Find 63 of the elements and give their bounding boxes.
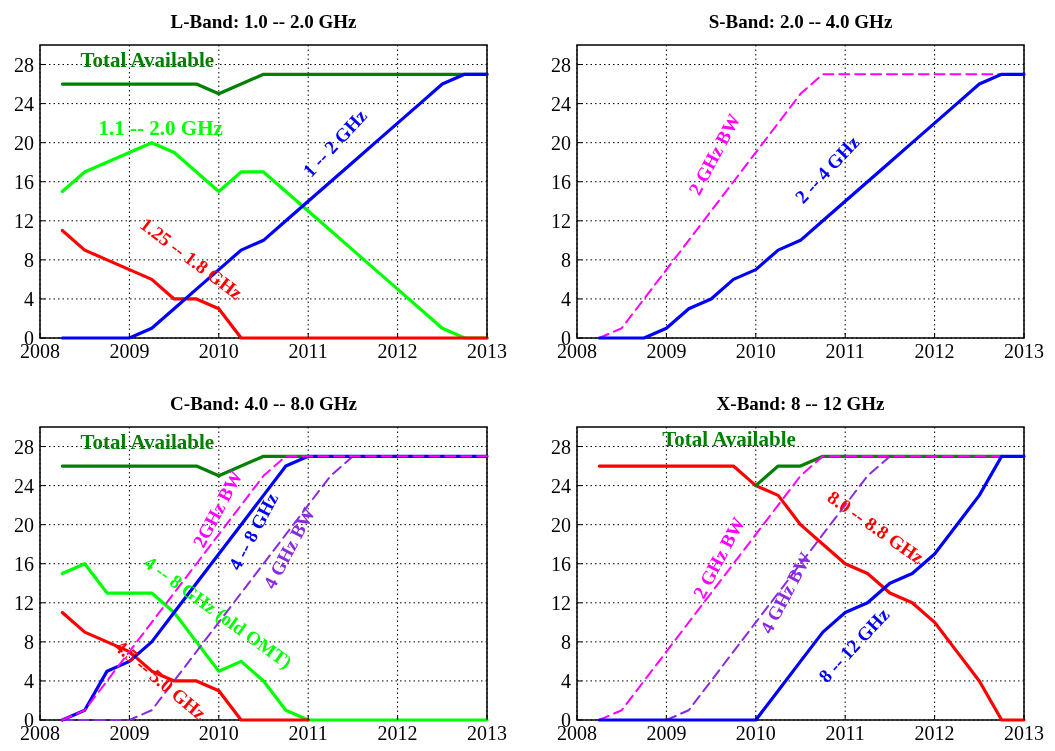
y-tick-label: 16 — [551, 552, 571, 575]
chart-title: C-Band: 4.0 -- 8.0 GHz — [170, 393, 358, 414]
x-tick-label: 2013 — [467, 340, 507, 362]
x-tick-label: 2013 — [467, 722, 507, 744]
y-tick-label: 8 — [24, 630, 34, 653]
x-tick-label: 2011 — [288, 722, 328, 744]
x-tick-label: 2013 — [1004, 722, 1044, 744]
series-label: Total Available — [80, 48, 215, 73]
text: 1.25 -- 1.8 GHz — [136, 213, 247, 304]
x-tick-label: 2009 — [109, 722, 150, 744]
text: 8 -- 12 GHz — [814, 603, 894, 687]
x-tick-label: 2010 — [198, 722, 239, 744]
y-tick-label: 4 — [561, 287, 571, 310]
x-tick-label: 2011 — [288, 340, 328, 362]
y-tick-label: 24 — [14, 474, 34, 497]
y-tick-label: 12 — [14, 591, 34, 614]
x-tick-label: 2012 — [914, 722, 955, 744]
x-tick-label: 2009 — [646, 340, 687, 362]
x-tick-label: 2009 — [646, 722, 687, 744]
text: 8.0 -- 8.8 GHz — [823, 486, 929, 569]
y-tick-label: 16 — [14, 170, 34, 193]
text: 2 GHz BW — [684, 110, 745, 199]
y-tick-label: 16 — [14, 552, 34, 575]
text: 2 -- 4 GHz — [790, 131, 864, 208]
y-tick-label: 4 — [24, 669, 34, 692]
y-tick-label: 24 — [551, 92, 571, 115]
y-tick-label: 20 — [14, 131, 34, 154]
y-tick-label: 20 — [14, 513, 34, 536]
chart-title: S-Band: 2.0 -- 4.0 GHz — [708, 11, 893, 32]
text: 2 GHz BW — [688, 513, 749, 602]
series-label: Total Available — [662, 426, 796, 451]
y-tick-label: 28 — [14, 435, 34, 458]
x-tick-label: 2013 — [1004, 340, 1044, 362]
x-tick-label: 2010 — [735, 340, 776, 362]
y-tick-label: 20 — [551, 131, 571, 154]
y-tick-label: 4 — [561, 669, 571, 692]
y-tick-label: 16 — [551, 170, 571, 193]
x-tick-label: 2009 — [109, 340, 150, 362]
chart-title: X-Band: 8 -- 12 GHz — [716, 393, 885, 414]
x-tick-label: 2012 — [914, 340, 955, 362]
x-tick-label: 2011 — [825, 340, 865, 362]
y-tick-label: 8 — [24, 248, 34, 271]
y-tick-label: 12 — [551, 209, 571, 232]
y-tick-label: 28 — [551, 53, 571, 76]
y-tick-label: 4 — [24, 287, 34, 310]
y-tick-label: 20 — [551, 513, 571, 536]
y-tick-label: 8 — [561, 630, 571, 653]
x-tick-label: 2010 — [735, 722, 776, 744]
y-tick-label: 28 — [14, 53, 34, 76]
text: 1 -- 2 GHz — [298, 104, 372, 181]
y-tick-label: 28 — [551, 435, 571, 458]
y-tick-label: 24 — [14, 92, 34, 115]
series-label: Total Available — [80, 430, 215, 455]
x-tick-label: 2011 — [825, 722, 865, 744]
chart-title: L-Band: 1.0 -- 2.0 GHz — [170, 11, 357, 32]
x-tick-label: 2012 — [377, 722, 418, 744]
x-tick-label: 2012 — [377, 340, 418, 362]
y-tick-label: 12 — [14, 209, 34, 232]
y-tick-label: 8 — [561, 248, 571, 271]
series-label: 1.1 -- 2.0 GHz — [98, 115, 223, 140]
x-tick-label: 2010 — [198, 340, 239, 362]
y-tick-label: 24 — [551, 474, 571, 497]
y-tick-label: 12 — [551, 591, 571, 614]
